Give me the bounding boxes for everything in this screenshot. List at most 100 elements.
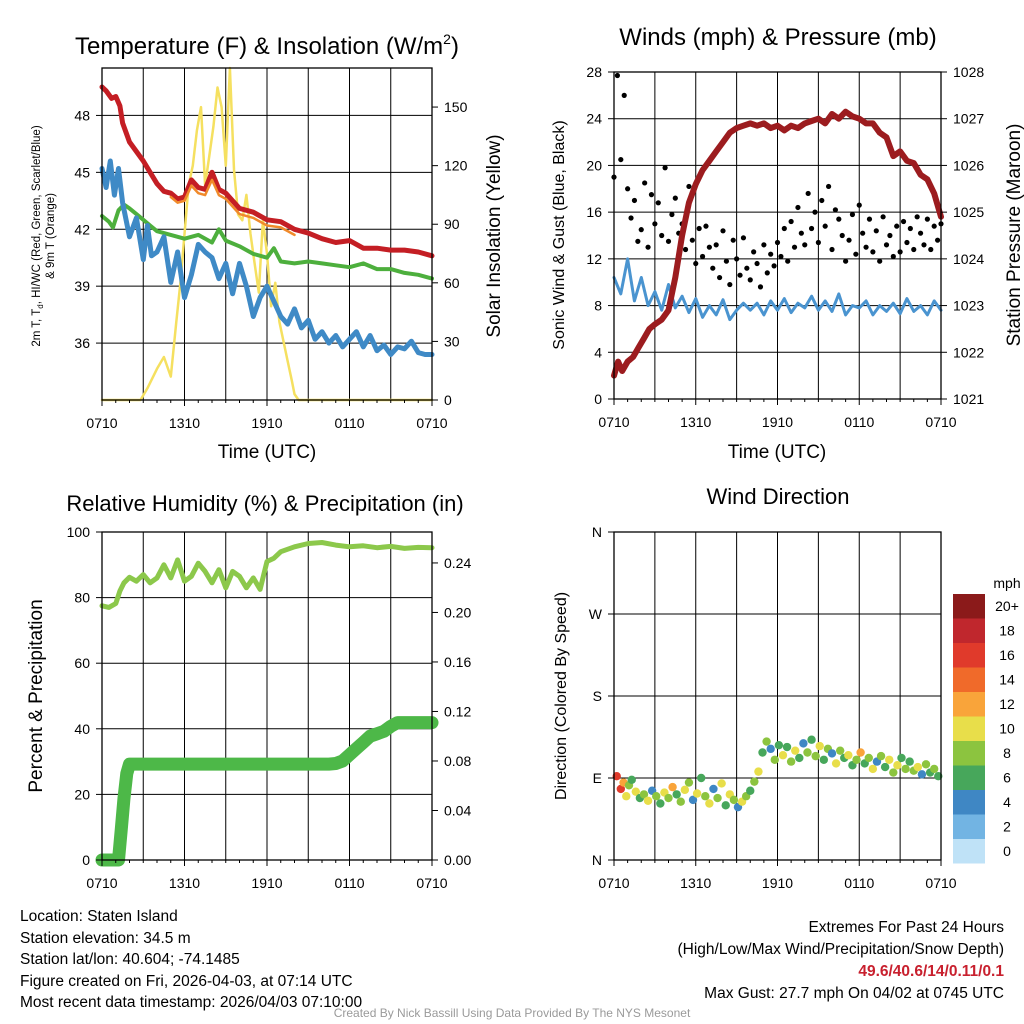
direction-point [729, 795, 739, 805]
humidity-title: Relative Humidity (%) & Precipitation (i… [66, 491, 463, 516]
x-tick-label: 0710 [598, 414, 629, 430]
gust-point [652, 221, 658, 227]
gust-point [880, 214, 886, 220]
gust-point [689, 237, 695, 243]
station-latlon: Station lat/lon: 40.604; -74.1485 [20, 951, 240, 969]
gust-point [696, 225, 702, 232]
extremes-title: Extremes For Past 24 Hours [808, 919, 1004, 936]
direction-point [799, 739, 808, 748]
gust-point [883, 242, 890, 248]
y2-tick-label: 0.20 [444, 604, 471, 620]
direction-point [844, 751, 853, 760]
gust-point [914, 214, 920, 220]
direction-point [713, 793, 722, 803]
gust-point [621, 92, 627, 98]
gust-point [751, 249, 757, 255]
y-tick-label: 100 [67, 524, 91, 540]
y-tick-label: 8 [594, 298, 602, 314]
precipitation-line [95, 716, 439, 867]
gust-point [737, 272, 743, 278]
temperature-plot-area: 0710 1310 1910 0110 0710 36 39 42 45 48 0 30 60 90 120… [74, 66, 468, 431]
gust-point [791, 244, 798, 250]
gust-point [870, 249, 876, 255]
humidity-panel: Relative Humidity (%) & Precipitation (i… [26, 491, 471, 891]
x-tick-label: 1310 [680, 414, 711, 430]
x-tick-label: 1910 [762, 875, 793, 891]
direction-point [770, 755, 779, 764]
direction-point [664, 793, 673, 803]
direction-point [803, 748, 812, 757]
gust-point [662, 165, 668, 171]
x-tick-label: 0710 [416, 875, 447, 891]
direction-point [835, 746, 845, 755]
x-tick-label: 0710 [925, 414, 956, 430]
most-recent-data: Most recent data timestamp: 2026/04/03 0… [20, 994, 363, 1012]
direction-point [897, 753, 906, 763]
y-tick-label: W [589, 606, 603, 622]
9m-temperature-line [169, 178, 296, 237]
direction-point [856, 748, 865, 757]
y-tick-label: 12 [586, 251, 602, 267]
gust-point [699, 253, 706, 260]
gust-point [832, 207, 839, 213]
y-tick-label: 36 [74, 335, 90, 351]
gust-point [785, 258, 791, 264]
y-tick-label: 40 [74, 721, 90, 737]
y-tick-label: 39 [74, 278, 90, 294]
y2-tick-label: 1028 [953, 64, 984, 80]
gust-point [897, 249, 903, 255]
gust-point [829, 246, 835, 253]
direction-point [811, 751, 820, 761]
y2-tick-label: 0.08 [444, 753, 471, 769]
gust-point [911, 246, 917, 253]
gust-point [764, 270, 770, 276]
gust-point [648, 192, 655, 198]
colorbar-label: 2 [1003, 819, 1011, 835]
station-elevation: Station elevation: 34.5 m [20, 929, 191, 947]
2m-temperature-wind-chill-line [99, 158, 435, 357]
colorbar-label: 12 [999, 696, 1015, 712]
gust-point [618, 156, 624, 163]
direction-point [893, 761, 902, 770]
gust-point [788, 218, 794, 225]
gust-point [713, 242, 719, 248]
y-tick-label: 4 [594, 344, 602, 360]
colorbar-label: 14 [999, 672, 1015, 688]
gust-point [894, 223, 900, 229]
gust-point [734, 256, 740, 262]
colorbar-swatch [953, 667, 985, 692]
temperature-title: Temperature (F) & Insolation (W/m2) [75, 31, 459, 60]
colorbar-swatch [953, 716, 985, 741]
x-tick-label: 0110 [844, 414, 874, 430]
y2-tick-label: 0.00 [444, 852, 471, 868]
wind-x-label: Time (UTC) [728, 442, 827, 463]
gust-point [757, 284, 764, 290]
direction-point [692, 789, 702, 798]
y2-tick-label: 1025 [953, 204, 984, 220]
direction-point [622, 792, 631, 801]
colorbar-swatch [953, 814, 985, 839]
direction-title: Wind Direction [706, 484, 849, 509]
gust-point [877, 258, 883, 264]
x-tick-label: 0110 [334, 875, 364, 891]
direction-point [652, 792, 661, 801]
direction-point [868, 764, 878, 774]
colorbar-swatch [953, 643, 985, 668]
direction-point [852, 755, 861, 764]
y2-tick-label: 0.04 [444, 802, 471, 818]
extremes-subtitle: (High/Low/Max Wind/Precipitation/Snow De… [677, 941, 1005, 958]
direction-y-label: Direction (Colored By Speed) [553, 592, 570, 800]
y2-tick-label: 0.24 [444, 555, 471, 571]
pressure-y2-label: Station Pressure (Maroon) [1004, 124, 1024, 347]
gust-point [846, 237, 852, 243]
gust-point [682, 246, 689, 253]
y-tick-label: 45 [74, 164, 90, 180]
gust-point [730, 237, 736, 243]
y-tick-label: 42 [74, 221, 90, 237]
gust-point [890, 253, 896, 260]
x-tick-label: 1310 [169, 415, 200, 431]
direction-point [819, 755, 829, 764]
gust-point [747, 277, 753, 283]
gust-point [720, 228, 726, 234]
gust-point [808, 225, 815, 232]
